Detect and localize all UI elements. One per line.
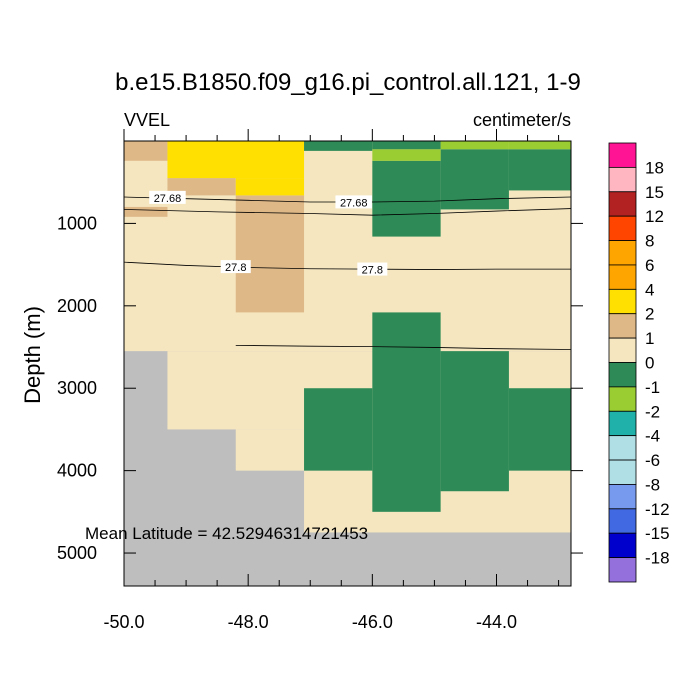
heatmap-cell-11 [304, 141, 373, 151]
colorbar-box-2 [608, 191, 637, 217]
mean-latitude-annotation: Mean Latitude = 42.52946314721453 [85, 524, 368, 543]
contour-label-bg-0-1 [335, 195, 372, 209]
y-tick-label-4: 5000 [57, 543, 97, 563]
colorbar-box-7 [608, 313, 637, 339]
colorbar-box-12 [608, 435, 637, 461]
colorbar-label-5: 4 [645, 280, 654, 299]
contour-label-bg-2-1 [357, 262, 388, 276]
contour-line-1 [123, 208, 572, 216]
colorbar-label-6: 2 [645, 305, 654, 324]
axes: -50.0 -48.0 -46.0 -44.0 1000 2000 3000 4000 5000 [57, 129, 583, 632]
contour-label-0-0: 27.68 [154, 193, 182, 205]
colorbar: 18 15 12 8 6 4 2 1 0 -1 -2 -4 -6 -8 -12 -15 -18 [608, 142, 670, 583]
contour-label-2-1: 27.8 [362, 265, 383, 277]
heatmap-cell-18 [508, 388, 571, 471]
units-label: centimeter/s [473, 110, 571, 130]
colorbar-box-14 [608, 484, 637, 510]
x-tick-label-3: -44.0 [476, 612, 517, 632]
colorbar-box-0 [608, 142, 637, 168]
y-tick-label-0: 1000 [57, 213, 97, 233]
colorbar-label-0: 18 [645, 158, 664, 177]
contour-label-bg-2-0 [220, 260, 251, 274]
colorbar-label-12: -6 [645, 451, 660, 470]
colorbar-label-9: -1 [645, 378, 660, 397]
contour-line-3 [235, 344, 572, 350]
contour-line-2 [123, 261, 571, 270]
heatmap-cell-6 [124, 206, 168, 217]
colorbar-label-1: 15 [645, 183, 664, 202]
colorbar-label-15: -15 [645, 524, 670, 543]
colorbar-label-2: 12 [645, 207, 664, 226]
x-tick-label-0: -50.0 [103, 612, 144, 632]
x-tick-label-2: -46.0 [352, 612, 393, 632]
colorbar-box-4 [608, 240, 637, 266]
y-tick-label-1: 2000 [57, 296, 97, 316]
colorbar-label-8: 0 [645, 354, 654, 373]
plot-area [124, 141, 572, 586]
heatmap-cell-21 [508, 141, 571, 150]
plot-frame [123, 140, 572, 587]
colorbar-label-16: -18 [645, 549, 670, 568]
colorbar-box-8 [608, 337, 637, 363]
x-tick-label-1: -48.0 [228, 612, 269, 632]
y-tick-label-3: 4000 [57, 461, 97, 481]
contour-label-0-1: 27.68 [340, 197, 368, 209]
colorbar-label-11: -4 [645, 427, 660, 446]
heatmap-cell-12 [372, 160, 441, 237]
colorbar-box-13 [608, 459, 637, 485]
colorbar-box-3 [608, 215, 637, 241]
colorbar-box-15 [608, 508, 637, 534]
colorbar-box-11 [608, 410, 637, 437]
colorbar-label-7: 1 [645, 329, 654, 348]
colorbar-box-6 [608, 288, 637, 315]
colorbar-label-4: 6 [645, 256, 654, 275]
colorbar-box-1 [608, 166, 637, 193]
heatmap-cell-8 [235, 195, 305, 313]
heatmap-cell-16 [440, 351, 509, 492]
colorbar-box-10 [608, 386, 637, 412]
heatmap-cell-10 [235, 178, 305, 196]
heatmap-cell-22 [372, 141, 441, 150]
y-tick-label-2: 3000 [57, 378, 97, 398]
y-axis-label: Depth (m) [20, 306, 45, 404]
variable-label: VVEL [124, 110, 170, 130]
heatmap-cell-19 [372, 149, 441, 161]
contour-label-bg-0-0 [149, 190, 186, 204]
heatmap-cell-14 [508, 149, 571, 191]
chart-title: b.e15.B1850.f09_g16.pi_control.all.121, … [115, 69, 581, 96]
colorbar-box-5 [608, 264, 637, 290]
contour-layer: 27.68 27.68 27.8 27.8 [123, 190, 572, 350]
colorbar-label-14: -12 [645, 500, 670, 519]
colorbar-box-9 [608, 362, 637, 388]
contour-label-2-0: 27.8 [225, 262, 246, 274]
colorbar-label-13: -8 [645, 475, 660, 494]
colorbar-box-17 [608, 557, 637, 583]
heatmap-cell-20 [440, 141, 509, 150]
colorbar-label-3: 8 [645, 232, 654, 251]
colorbar-label-10: -2 [645, 402, 660, 421]
heatmap-cell-9 [167, 141, 305, 179]
heatmap-cell-5 [124, 141, 168, 161]
heatmap-cell-17 [304, 388, 373, 471]
colorbar-box-16 [608, 532, 637, 559]
heatmap-cell-15 [372, 312, 441, 512]
